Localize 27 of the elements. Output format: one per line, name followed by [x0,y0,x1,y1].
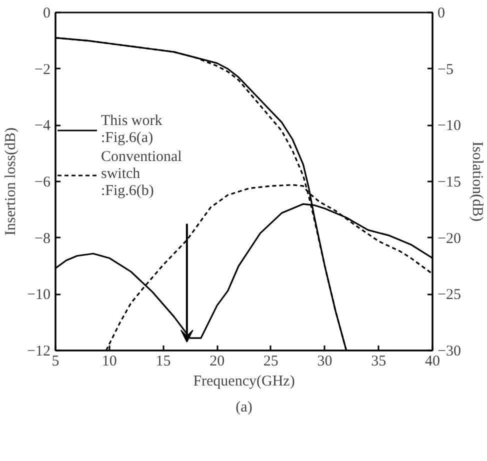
x-tick-label: 5 [52,354,60,370]
y2-tick-label: 0 [438,6,445,22]
y-tick-label: 0 [43,6,50,22]
text: (a) [236,400,252,416]
y-axis-title: Insertion loss(dB) [3,128,20,236]
x-tick-label: 20 [210,354,225,370]
x-tick-label: 15 [156,354,171,370]
y-tick-label: −4 [34,118,51,134]
x-tick-label: 40 [425,354,440,370]
x-tick-label: 10 [102,354,117,370]
y-tick-label: −6 [34,174,51,190]
y-tick-label: −2 [34,62,51,78]
y2-axis-title: Isolation(dB) [468,142,485,222]
legend-label: This work :Fig.6(a) [101,113,162,147]
y2-tick-label: −15 [438,174,461,190]
y-tick-label: −12 [27,344,51,360]
x-tick-label: 35 [371,354,386,370]
legend-label: Conventional switch :Fig.6(b) [101,149,182,200]
y2-tick-label: −5 [438,62,454,78]
y-tick-label: −10 [27,287,51,304]
y2-tick-label: −25 [438,287,461,304]
y2-tick-label: −20 [438,230,461,247]
y2-tick-label: −10 [438,118,461,134]
x-axis-title: Frequency(GHz) [193,374,295,390]
x-tick-label: 25 [263,354,278,370]
y-tick-label: −8 [34,230,51,247]
x-tick-label: 30 [317,354,332,370]
